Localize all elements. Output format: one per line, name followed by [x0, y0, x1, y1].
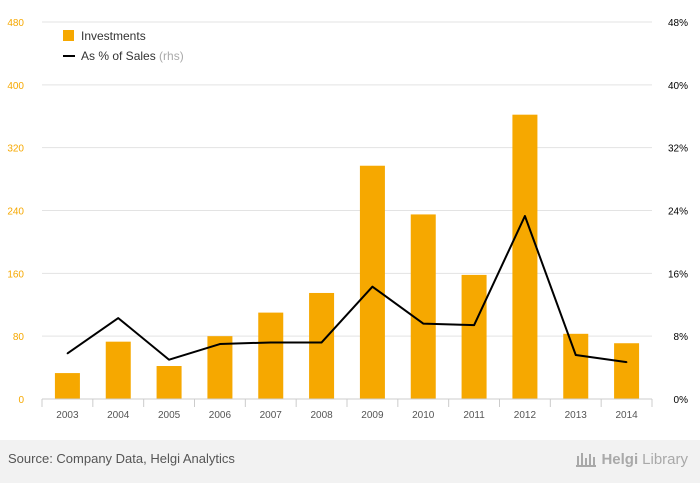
y-left-tick-label: 320 [7, 144, 24, 155]
line-point-2007 [269, 341, 272, 344]
x-tick-label: 2004 [107, 410, 130, 421]
bar-2009 [359, 165, 385, 399]
y-left-tick-label: 80 [13, 332, 25, 343]
bar-2005 [156, 366, 182, 399]
x-tick-label: 2014 [615, 410, 638, 421]
line-point-2005 [168, 358, 170, 361]
line-point-2006 [219, 343, 221, 345]
y-left-tick-label: 240 [7, 207, 24, 218]
logo-suffix: Library [642, 450, 688, 468]
y-right-tick-label: 32% [668, 144, 688, 155]
sales-pct-line [66, 214, 627, 364]
line-series [66, 214, 628, 364]
legend-label-investments: Investments [81, 29, 146, 43]
x-tick-label: 2013 [565, 410, 588, 421]
y-right-tick-label: 48% [668, 18, 688, 29]
source-text: Source: Company Data, Helgi Analytics [8, 451, 235, 466]
bar-series [54, 114, 640, 399]
y-left-tick-label: 400 [7, 81, 24, 92]
line-point-2008 [320, 341, 323, 344]
x-tick-label: 2003 [56, 410, 79, 421]
line-point-2003 [66, 352, 69, 355]
y-left-tick-label: 480 [7, 18, 24, 29]
bar-2011 [461, 274, 487, 399]
y-left-tick-label: 0 [18, 395, 24, 406]
x-tick-label: 2011 [463, 410, 485, 421]
library-building-icon [576, 453, 597, 467]
chart-svg: 0 0% 80 8% 160 16% 240 24% 320 32% 400 40% 480 48% 200… [7, 18, 688, 421]
x-tick-label: 2005 [158, 410, 181, 421]
bar-2006 [207, 336, 233, 399]
bar-2012 [512, 114, 538, 399]
x-tick-label: 2009 [361, 410, 384, 421]
logo-brand: Helgi [601, 450, 639, 468]
y-left-tick-label: 160 [7, 269, 24, 280]
line-point-2014 [625, 361, 628, 363]
bar-2014 [614, 343, 640, 399]
line-point-2012 [524, 215, 526, 217]
line-point-2013 [574, 354, 577, 356]
x-tick-label: 2012 [514, 410, 537, 421]
x-tick-label: 2006 [209, 410, 232, 421]
bar-2004 [105, 341, 131, 399]
y-right-tick-label: 0% [674, 395, 689, 406]
line-point-2011 [473, 324, 475, 326]
footer: Source: Company Data, Helgi Analytics He… [0, 440, 700, 483]
bar-2007 [258, 312, 284, 399]
gridlines [42, 21, 652, 337]
x-tick-label: 2008 [310, 410, 333, 421]
legend-label-sales-pct: As % of Sales (rhs) [81, 49, 184, 63]
y-right-tick-label: 16% [668, 269, 688, 280]
line-point-2010 [422, 322, 425, 325]
line-point-2009 [371, 285, 374, 288]
y-right-tick-label: 24% [668, 207, 688, 218]
bar-2008 [309, 292, 335, 399]
line-point-2004 [117, 317, 120, 319]
x-tick-label: 2007 [260, 410, 283, 421]
bar-2010 [410, 214, 436, 399]
bar-2013 [563, 333, 589, 399]
bar-2003 [54, 373, 80, 399]
helgi-library-logo: Helgi Library [575, 450, 688, 468]
legend-swatch-investments [63, 30, 74, 41]
legend: Investments As % of Sales (rhs) [63, 29, 184, 63]
axes: 0 0% 80 8% 160 16% 240 24% 320 32% 400 40% 480 48% 200… [7, 18, 688, 421]
y-right-tick-label: 8% [674, 332, 689, 343]
y-right-tick-label: 40% [668, 81, 688, 92]
x-tick-label: 2010 [412, 410, 435, 421]
